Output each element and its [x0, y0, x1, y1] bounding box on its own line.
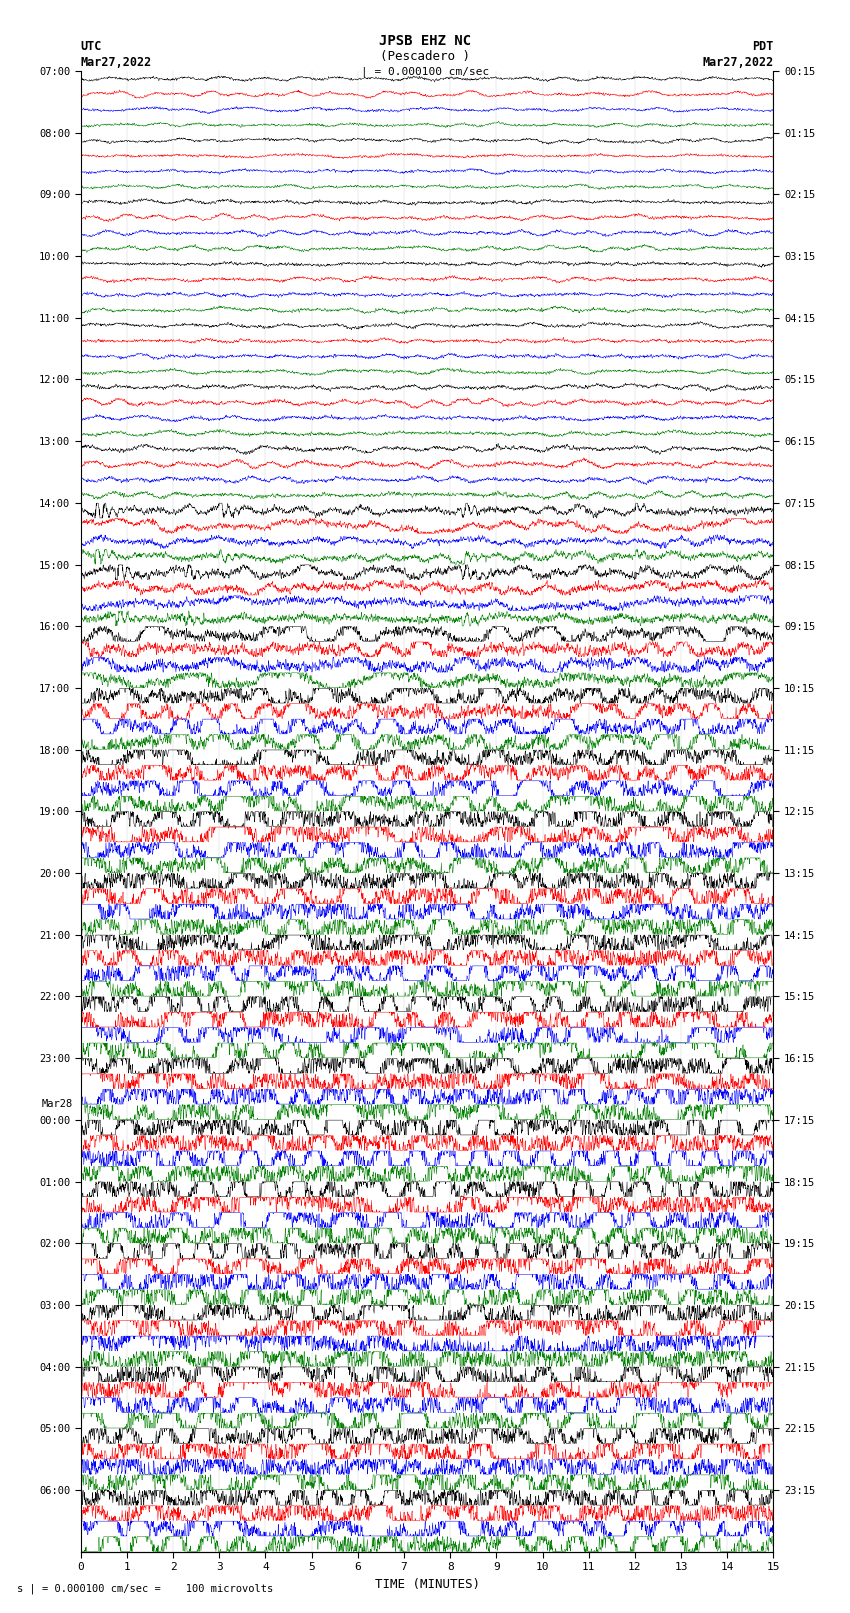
Text: | = 0.000100 cm/sec: | = 0.000100 cm/sec — [361, 66, 489, 77]
Text: JPSB EHZ NC: JPSB EHZ NC — [379, 34, 471, 48]
Text: PDT: PDT — [752, 40, 774, 53]
Text: Mar27,2022: Mar27,2022 — [702, 56, 774, 69]
Text: (Pescadero ): (Pescadero ) — [380, 50, 470, 63]
Text: Mar28: Mar28 — [41, 1098, 72, 1108]
Text: UTC: UTC — [81, 40, 102, 53]
Text: Mar27,2022: Mar27,2022 — [81, 56, 152, 69]
X-axis label: TIME (MINUTES): TIME (MINUTES) — [375, 1578, 479, 1590]
Text: s | = 0.000100 cm/sec =    100 microvolts: s | = 0.000100 cm/sec = 100 microvolts — [17, 1582, 273, 1594]
